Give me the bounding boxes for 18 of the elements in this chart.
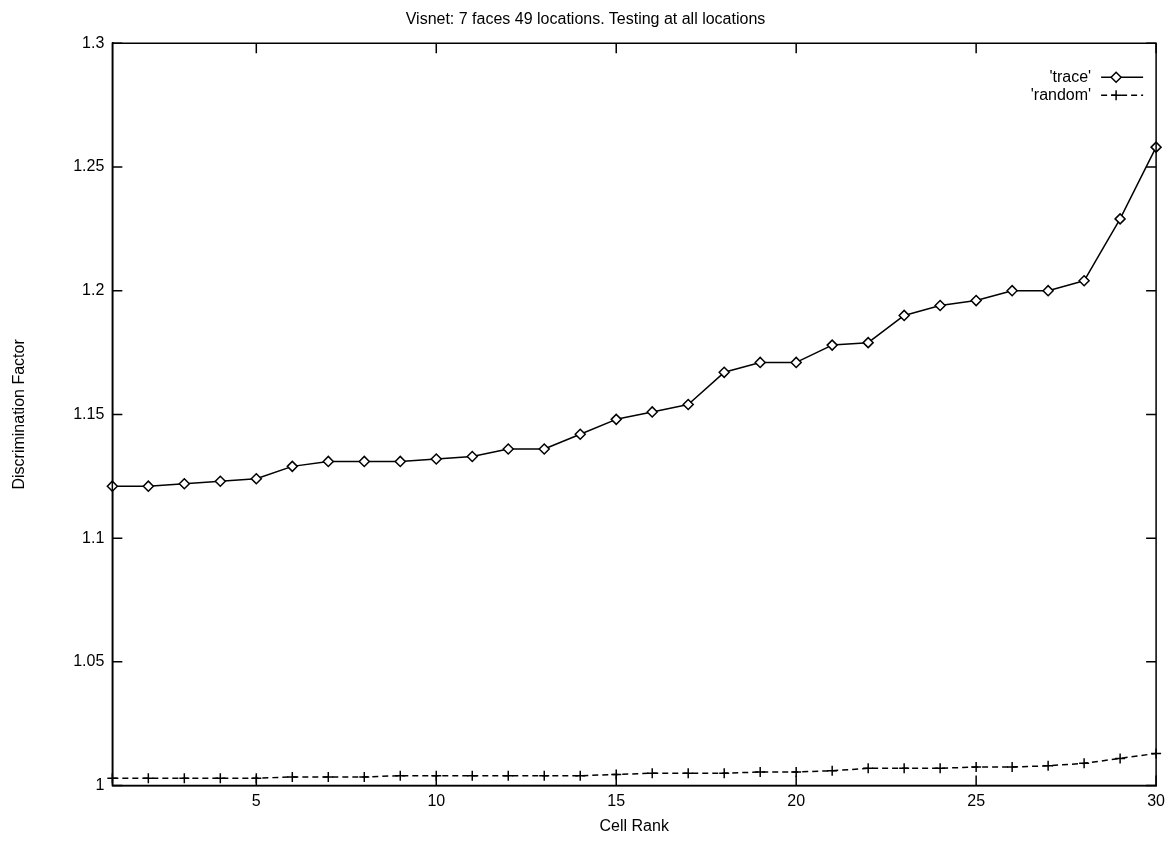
y-tick-label: 1.2 (82, 281, 105, 299)
chart-title: Visnet: 7 faces 49 locations. Testing at all locations (405, 10, 766, 28)
legend-label: 'random' (1030, 85, 1092, 103)
x-tick-label: 25 (967, 791, 986, 809)
y-tick-label: 1.3 (82, 33, 105, 51)
y-tick-label: 1.15 (73, 404, 105, 422)
x-tick-label: 15 (607, 791, 626, 809)
x-tick-label: 30 (1147, 791, 1166, 809)
y-tick-label: 1.1 (82, 528, 105, 546)
y-axis-title: Discrimination Factor (10, 338, 28, 490)
x-tick-label: 20 (787, 791, 806, 809)
y-tick-label: 1.05 (73, 652, 105, 670)
x-tick-label: 10 (427, 791, 446, 809)
y-tick-label: 1 (95, 776, 105, 794)
y-tick-label: 1.25 (73, 157, 105, 175)
x-axis-title: Cell Rank (599, 816, 670, 834)
legend-label: 'trace' (1049, 67, 1092, 85)
x-tick-label: 5 (251, 791, 261, 809)
